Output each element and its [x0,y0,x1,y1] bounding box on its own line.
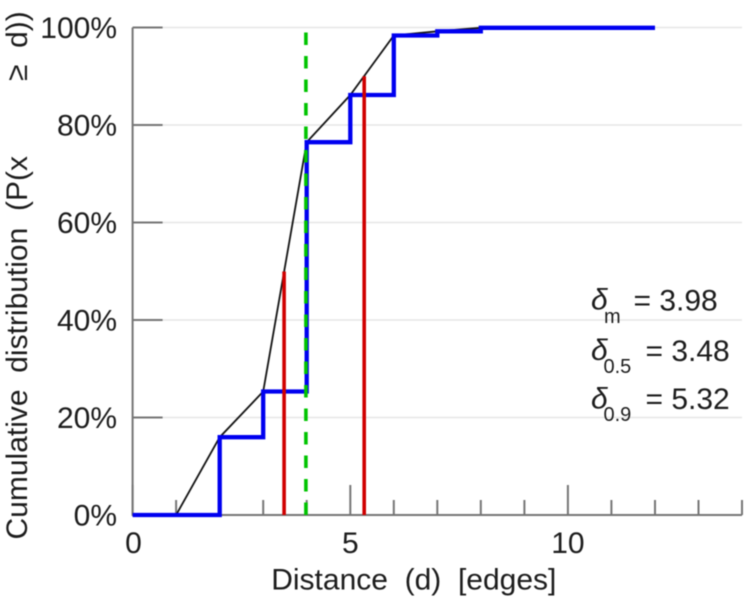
svg-text:5: 5 [342,527,359,560]
svg-text:= 3.48: = 3.48 [646,335,730,368]
svg-text:20%: 20% [57,402,117,435]
svg-text:δ: δ [591,284,608,317]
svg-text:Cumulative distribution (P(x: Cumulative distribution (P(x ≥ d)) [1,11,34,539]
svg-text:0.9: 0.9 [604,404,632,426]
svg-text:0: 0 [125,527,142,560]
svg-text:10: 10 [551,527,584,560]
svg-text:Distance (d) [edges]: Distance (d) [edges] [271,564,556,597]
svg-text:80%: 80% [57,109,117,142]
svg-text:δ: δ [591,383,608,416]
svg-text:δ: δ [591,334,608,367]
svg-text:40%: 40% [57,304,117,337]
svg-text:0.5: 0.5 [604,356,632,378]
svg-text:60%: 60% [57,207,117,240]
svg-text:100%: 100% [40,12,117,45]
svg-text:= 5.32: = 5.32 [646,383,730,416]
svg-text:m: m [604,306,621,328]
svg-text:= 3.98: = 3.98 [634,285,718,318]
svg-text:0%: 0% [74,499,117,532]
